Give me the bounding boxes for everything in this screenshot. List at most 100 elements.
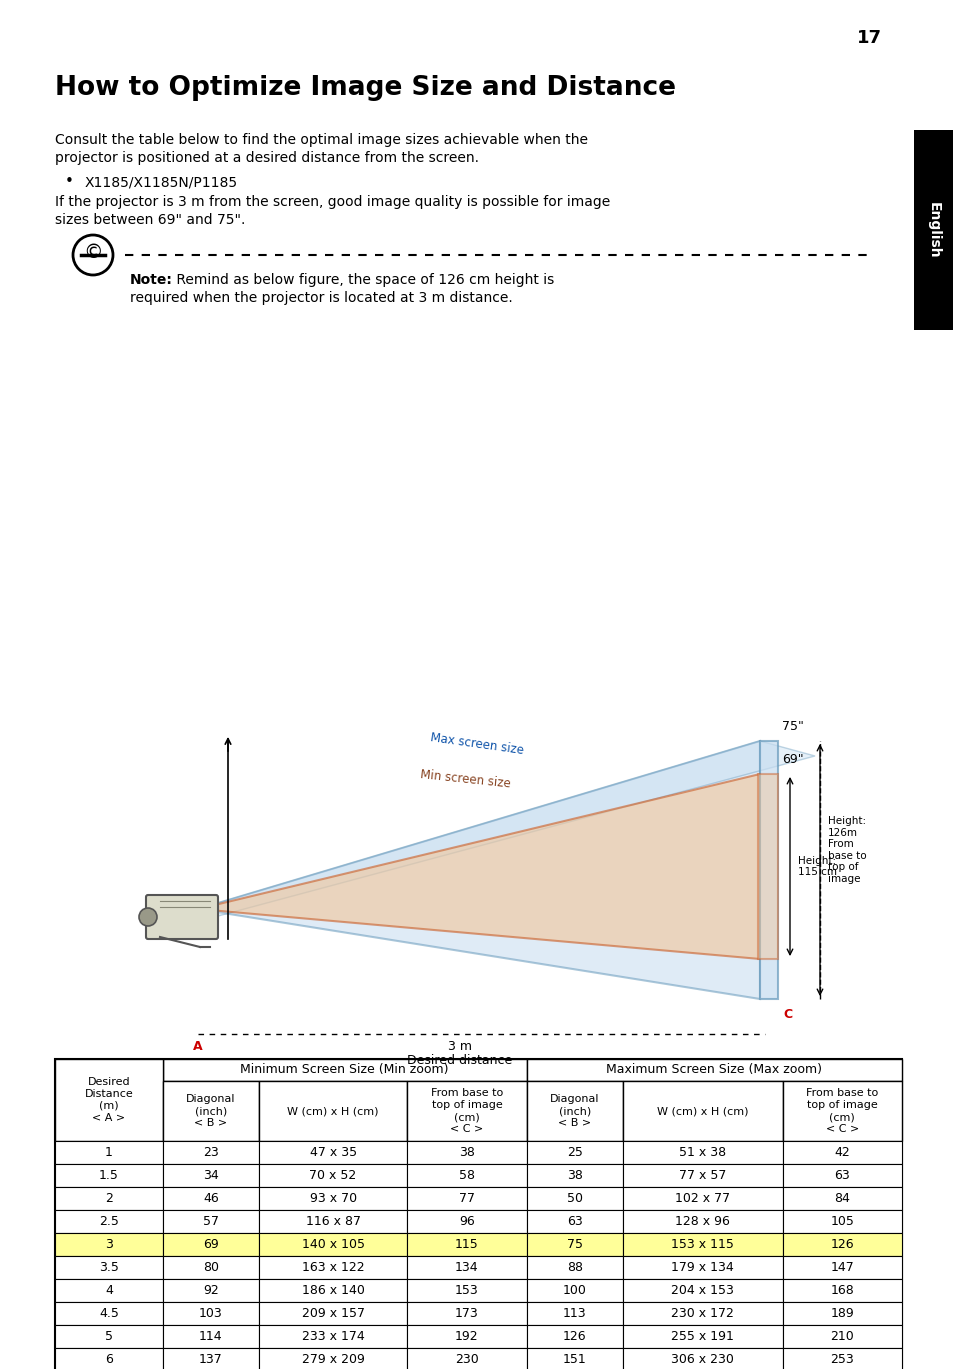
Circle shape: [73, 235, 112, 275]
FancyBboxPatch shape: [622, 1233, 781, 1255]
FancyBboxPatch shape: [622, 1279, 781, 1302]
Text: 2: 2: [105, 1192, 112, 1205]
FancyBboxPatch shape: [258, 1233, 407, 1255]
Text: 38: 38: [458, 1146, 475, 1160]
Text: 279 x 209: 279 x 209: [301, 1353, 364, 1366]
FancyBboxPatch shape: [55, 1279, 163, 1302]
FancyBboxPatch shape: [55, 1187, 163, 1210]
FancyBboxPatch shape: [526, 1210, 622, 1233]
FancyBboxPatch shape: [526, 1233, 622, 1255]
FancyBboxPatch shape: [781, 1325, 901, 1348]
FancyBboxPatch shape: [407, 1082, 526, 1140]
FancyBboxPatch shape: [163, 1302, 258, 1325]
Text: 96: 96: [458, 1216, 475, 1228]
Text: 113: 113: [562, 1307, 586, 1320]
Text: Desired distance: Desired distance: [407, 1054, 512, 1066]
Text: 179 x 134: 179 x 134: [671, 1261, 733, 1275]
FancyBboxPatch shape: [526, 1060, 901, 1082]
Text: How to Optimize Image Size and Distance: How to Optimize Image Size and Distance: [55, 75, 676, 101]
FancyBboxPatch shape: [55, 1140, 163, 1164]
Text: 46: 46: [203, 1192, 218, 1205]
FancyBboxPatch shape: [526, 1302, 622, 1325]
Text: From base to
top of image
(cm)
< C >: From base to top of image (cm) < C >: [431, 1088, 502, 1134]
FancyBboxPatch shape: [258, 1164, 407, 1187]
Text: Diagonal
(inch)
< B >: Diagonal (inch) < B >: [186, 1094, 235, 1128]
Text: 75: 75: [566, 1238, 582, 1251]
Text: 137: 137: [199, 1353, 222, 1366]
Text: 102 x 77: 102 x 77: [675, 1192, 729, 1205]
FancyBboxPatch shape: [55, 1060, 901, 1369]
FancyBboxPatch shape: [760, 741, 778, 999]
Text: 38: 38: [566, 1169, 582, 1181]
Text: 153: 153: [455, 1284, 478, 1296]
FancyBboxPatch shape: [622, 1164, 781, 1187]
FancyBboxPatch shape: [55, 1060, 163, 1140]
FancyBboxPatch shape: [163, 1325, 258, 1348]
Text: 63: 63: [566, 1216, 582, 1228]
FancyBboxPatch shape: [407, 1255, 526, 1279]
Text: 103: 103: [199, 1307, 222, 1320]
FancyBboxPatch shape: [163, 1082, 258, 1140]
FancyBboxPatch shape: [622, 1082, 781, 1140]
Text: C: C: [782, 1008, 792, 1020]
FancyBboxPatch shape: [526, 1348, 622, 1369]
FancyBboxPatch shape: [258, 1279, 407, 1302]
Text: X1185/X1185N/P1185: X1185/X1185N/P1185: [85, 175, 238, 189]
FancyBboxPatch shape: [407, 1325, 526, 1348]
FancyBboxPatch shape: [258, 1082, 407, 1140]
Text: 70 x 52: 70 x 52: [309, 1169, 356, 1181]
Text: 126: 126: [562, 1331, 586, 1343]
Text: 163 x 122: 163 x 122: [301, 1261, 364, 1275]
FancyBboxPatch shape: [407, 1210, 526, 1233]
FancyBboxPatch shape: [781, 1279, 901, 1302]
FancyBboxPatch shape: [258, 1348, 407, 1369]
FancyBboxPatch shape: [526, 1279, 622, 1302]
FancyBboxPatch shape: [526, 1255, 622, 1279]
FancyBboxPatch shape: [258, 1187, 407, 1210]
Text: 34: 34: [203, 1169, 218, 1181]
FancyBboxPatch shape: [407, 1302, 526, 1325]
FancyBboxPatch shape: [781, 1164, 901, 1187]
Text: 186 x 140: 186 x 140: [301, 1284, 364, 1296]
FancyBboxPatch shape: [758, 773, 778, 960]
Text: Note:: Note:: [130, 272, 172, 287]
Text: 25: 25: [566, 1146, 582, 1160]
FancyBboxPatch shape: [163, 1348, 258, 1369]
Text: 50: 50: [566, 1192, 582, 1205]
FancyBboxPatch shape: [526, 1164, 622, 1187]
FancyBboxPatch shape: [407, 1187, 526, 1210]
Text: 75": 75": [781, 720, 803, 732]
FancyBboxPatch shape: [163, 1140, 258, 1164]
Text: 115: 115: [455, 1238, 478, 1251]
FancyBboxPatch shape: [407, 1279, 526, 1302]
Text: 57: 57: [203, 1216, 218, 1228]
Text: 5: 5: [105, 1331, 112, 1343]
Text: Maximum Screen Size (Max zoom): Maximum Screen Size (Max zoom): [606, 1064, 821, 1076]
FancyBboxPatch shape: [163, 1060, 526, 1082]
Text: 4: 4: [105, 1284, 112, 1296]
Text: Diagonal
(inch)
< B >: Diagonal (inch) < B >: [549, 1094, 598, 1128]
FancyBboxPatch shape: [407, 1140, 526, 1164]
Text: 6: 6: [105, 1353, 112, 1366]
Text: 51 x 38: 51 x 38: [679, 1146, 725, 1160]
FancyBboxPatch shape: [913, 130, 953, 330]
FancyBboxPatch shape: [781, 1255, 901, 1279]
Text: 230 x 172: 230 x 172: [671, 1307, 734, 1320]
Text: 63: 63: [834, 1169, 849, 1181]
FancyBboxPatch shape: [55, 1325, 163, 1348]
Text: A: A: [193, 1039, 203, 1053]
Text: 88: 88: [566, 1261, 582, 1275]
FancyBboxPatch shape: [526, 1140, 622, 1164]
Text: 233 x 174: 233 x 174: [301, 1331, 364, 1343]
FancyBboxPatch shape: [258, 1302, 407, 1325]
FancyBboxPatch shape: [781, 1348, 901, 1369]
Text: ©: ©: [83, 242, 103, 261]
FancyBboxPatch shape: [163, 1187, 258, 1210]
Text: 230: 230: [455, 1353, 478, 1366]
Text: 84: 84: [834, 1192, 849, 1205]
Text: 100: 100: [562, 1284, 586, 1296]
Text: 128 x 96: 128 x 96: [675, 1216, 729, 1228]
Text: Max screen size: Max screen size: [430, 731, 524, 757]
Text: 173: 173: [455, 1307, 478, 1320]
FancyBboxPatch shape: [163, 1233, 258, 1255]
